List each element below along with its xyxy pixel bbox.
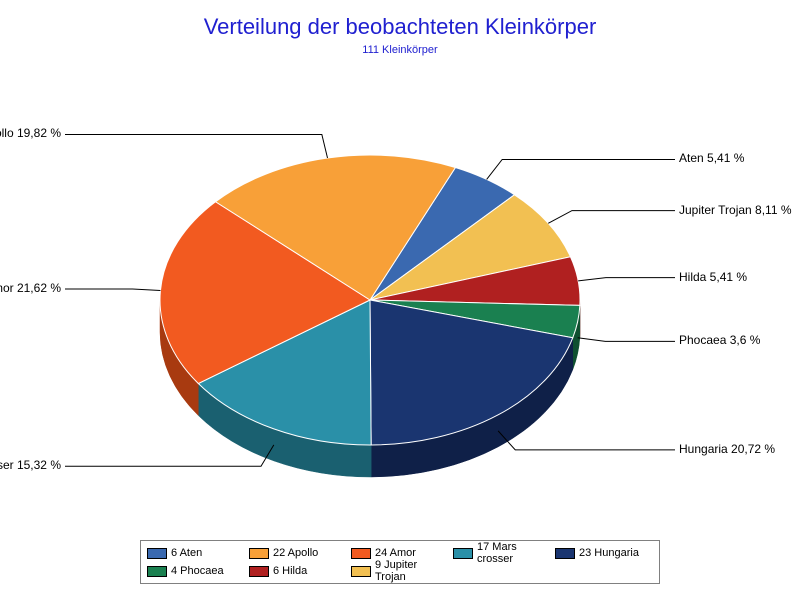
- legend-swatch: [453, 548, 473, 559]
- legend-item-jupiter-trojan: 9 Jupiter Trojan: [351, 563, 449, 579]
- slice-label-phocaea: Phocaea 3,6 %: [679, 333, 760, 347]
- legend-swatch: [555, 548, 575, 559]
- slice-label-jupiter-trojan: Jupiter Trojan 8,11 %: [679, 203, 792, 217]
- legend-label: 4 Phocaea: [171, 565, 224, 577]
- legend-item-mars-crosser: 17 Mars crosser: [453, 545, 551, 561]
- legend-swatch: [249, 566, 269, 577]
- legend-label: 22 Apollo: [273, 547, 318, 559]
- legend-swatch: [147, 548, 167, 559]
- legend-label: 24 Amor: [375, 547, 416, 559]
- chart-frame: Verteilung der beobachteten Kleinkörper …: [0, 0, 800, 600]
- legend-label: 6 Aten: [171, 547, 202, 559]
- legend-item-phocaea: 4 Phocaea: [147, 563, 245, 579]
- slice-label-aten: Aten 5,41 %: [679, 151, 744, 165]
- pie-chart: Aten 5,41 % Jupiter Trojan 8,11 % Hilda 5,…: [0, 60, 800, 530]
- slice-label-mars-crosser: Mars crosser 15,32 %: [0, 458, 61, 472]
- legend-label: 6 Hilda: [273, 565, 307, 577]
- slice-label-hilda: Hilda 5,41 %: [679, 270, 747, 284]
- legend: 6 Aten 22 Apollo 24 Amor 17 Mars crosser 23 …: [140, 540, 660, 584]
- legend-item-aten: 6 Aten: [147, 545, 245, 561]
- legend-swatch: [249, 548, 269, 559]
- legend-item-apollo: 22 Apollo: [249, 545, 347, 561]
- legend-item-hungaria: 23 Hungaria: [555, 545, 653, 561]
- legend-item-hilda: 6 Hilda: [249, 563, 347, 579]
- pie-top: [160, 155, 580, 445]
- legend-label: 23 Hungaria: [579, 547, 639, 559]
- chart-subtitle: 111 Kleinkörper: [0, 44, 800, 56]
- slice-label-amor: Amor 21,62 %: [0, 281, 61, 295]
- legend-label: 17 Mars crosser: [477, 541, 551, 565]
- chart-title: Verteilung der beobachteten Kleinkörper: [0, 14, 800, 40]
- pie-svg: [0, 60, 800, 530]
- slice-label-hungaria: Hungaria 20,72 %: [679, 442, 775, 456]
- legend-swatch: [351, 548, 371, 559]
- legend-swatch: [351, 566, 371, 577]
- legend-label: 9 Jupiter Trojan: [375, 559, 449, 583]
- slice-label-apollo: Apollo 19,82 %: [0, 126, 61, 140]
- legend-swatch: [147, 566, 167, 577]
